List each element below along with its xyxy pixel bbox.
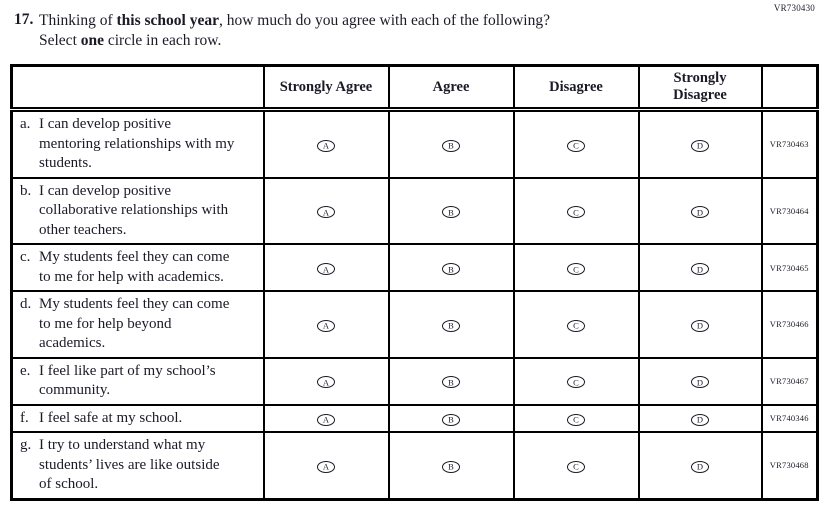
header-cell-agree: Agree [387, 64, 515, 112]
row-text: I can develop positive mentoring relatio… [39, 116, 235, 171]
option-letter: D [696, 461, 704, 472]
header-cell-disagree: Disagree [512, 64, 640, 112]
option-bubble-strongly-agree[interactable]: A [317, 262, 335, 275]
question-line2: Select one circle in each row. [39, 32, 222, 49]
option-letter: C [573, 461, 579, 472]
option-bubble-strongly-disagree[interactable]: D [691, 262, 709, 275]
form-code: VR730430 [773, 3, 815, 13]
row-letter: g. [20, 437, 32, 453]
option-bubble-disagree[interactable]: C [567, 206, 585, 218]
option-letter: B [448, 461, 454, 472]
option-bubble-agree[interactable]: B [442, 319, 460, 332]
header-cell-strongly-agree: Strongly Agree [262, 64, 390, 112]
option-letter: A [322, 377, 330, 388]
option-bubble-strongly-disagree[interactable]: D [691, 139, 709, 152]
row-letter: b. [20, 182, 32, 199]
option-bubble-agree[interactable]: B [442, 376, 460, 389]
question-text: Thinking of this school year, how much d… [39, 11, 550, 51]
question-line1: Thinking of this school year, how much d… [39, 12, 550, 29]
option-bubble-strongly-agree[interactable]: A [317, 319, 335, 332]
option-bubble-agree[interactable]: B [442, 262, 460, 275]
option-bubble-strongly-disagree[interactable]: D [691, 206, 709, 218]
row-letter: a. [20, 116, 31, 132]
option-letter: A [322, 140, 330, 151]
option-bubble-strongly-agree[interactable]: A [317, 413, 335, 426]
option-letter: D [696, 207, 704, 218]
question-number: 17. [14, 11, 34, 28]
option-bubble-strongly-disagree[interactable]: D [691, 319, 709, 332]
option-letter: C [573, 140, 579, 151]
row-text: I feel like part of my school’s communit… [39, 362, 216, 399]
option-letter: C [573, 320, 579, 331]
question: 17. Thinking of this school year, how mu… [0, 0, 826, 51]
table-row: g. I try to understand what my students’… [10, 431, 819, 500]
option-letter: A [322, 320, 330, 331]
option-letter: B [448, 264, 454, 274]
option-letter: B [448, 377, 454, 388]
option-letter: D [696, 264, 704, 274]
option-bubble-disagree[interactable]: C [567, 262, 585, 275]
header-cell-blank [10, 64, 265, 112]
row-letter: d. [20, 296, 32, 312]
row-text: My students feel they can come to me for… [39, 296, 230, 351]
option-letter: B [448, 414, 454, 425]
table-row: d. My students feel they can come to me … [10, 290, 819, 359]
option-bubble-strongly-agree[interactable]: A [317, 206, 335, 218]
row-code: VR730468 [760, 431, 819, 500]
option-bubble-agree[interactable]: B [442, 460, 460, 473]
header-cell-strongly-disagree: Strongly Disagree [637, 64, 763, 112]
option-bubble-disagree[interactable]: C [567, 413, 585, 426]
option-letter: A [322, 264, 330, 274]
option-letter: B [448, 320, 454, 331]
option-letter: C [573, 377, 579, 388]
option-letter: D [696, 140, 704, 151]
option-bubble-strongly-agree[interactable]: A [317, 460, 335, 473]
option-bubble-agree[interactable]: B [442, 413, 460, 426]
row-code: VR730467 [760, 356, 819, 406]
option-letter: A [322, 461, 330, 472]
table-body: a. I can develop positive mentoring rela… [10, 108, 819, 500]
option-bubble-strongly-disagree[interactable]: D [691, 376, 709, 389]
option-letter: B [448, 207, 454, 218]
option-bubble-disagree[interactable]: C [567, 139, 585, 152]
row-code: VR730465 [760, 243, 819, 292]
option-letter: C [573, 207, 579, 218]
row-code: VR730463 [760, 108, 819, 179]
header-row: Strongly Agree Agree Disagree Strongly D… [10, 64, 819, 112]
option-bubble-strongly-disagree[interactable]: D [691, 460, 709, 473]
row-letter: f. [20, 409, 29, 426]
option-bubble-disagree[interactable]: C [567, 460, 585, 473]
table-row: f. I feel safe at my school. A B C D VR7… [10, 403, 819, 433]
option-bubble-agree[interactable]: B [442, 206, 460, 218]
option-letter: D [696, 414, 704, 425]
option-letter: D [696, 320, 704, 331]
row-code: VR740346 [760, 403, 819, 433]
option-letter: A [322, 414, 330, 425]
option-bubble-strongly-disagree[interactable]: D [691, 413, 709, 426]
row-letter: c. [20, 249, 31, 265]
table-row: c. My students feel they can come to me … [10, 243, 819, 292]
header-cell-code-blank [760, 64, 819, 112]
option-letter: C [573, 414, 579, 425]
option-letter: D [696, 377, 704, 388]
option-bubble-disagree[interactable]: C [567, 319, 585, 332]
table-row: b. I can develop positive collaborative … [10, 176, 819, 245]
option-bubble-strongly-agree[interactable]: A [317, 139, 335, 152]
row-text: I can develop positive collaborative rel… [39, 182, 229, 238]
table-row: a. I can develop positive mentoring rela… [10, 108, 819, 179]
agreement-table: Strongly Agree Agree Disagree Strongly D… [10, 64, 819, 501]
row-text: My students feel they can come to me for… [39, 249, 230, 285]
option-letter: A [322, 207, 330, 218]
row-letter: e. [20, 362, 31, 379]
option-letter: C [573, 264, 579, 274]
option-bubble-strongly-agree[interactable]: A [317, 376, 335, 389]
option-bubble-disagree[interactable]: C [567, 376, 585, 389]
row-code: VR730466 [760, 290, 819, 359]
table-row: e. I feel like part of my school’s commu… [10, 356, 819, 406]
row-code: VR730464 [760, 176, 819, 245]
option-bubble-agree[interactable]: B [442, 139, 460, 152]
row-text: I feel safe at my school. [39, 409, 183, 426]
row-text: I try to understand what my students’ li… [39, 437, 220, 492]
option-letter: B [448, 140, 454, 151]
